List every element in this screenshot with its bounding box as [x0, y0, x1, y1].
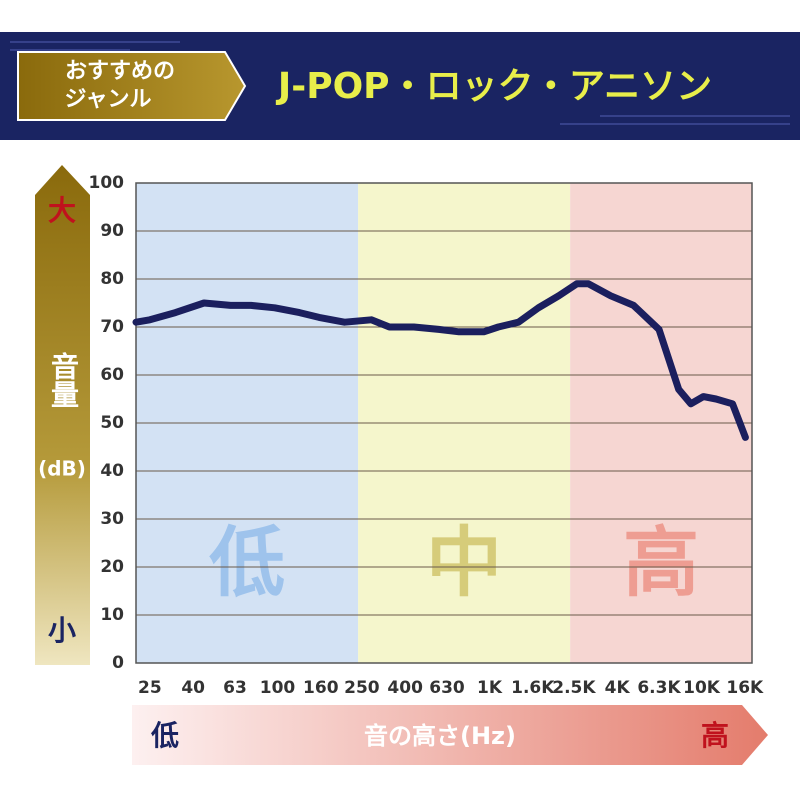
x-tick-label: 10K — [683, 678, 721, 698]
plot-area: 低 中 高 0 10 20 30 40 50 60 70 80 90 100 25 40 63 100 160 250… — [89, 173, 765, 698]
y-tick-label: 60 — [100, 365, 124, 385]
y-high-label: 大 — [48, 194, 76, 227]
x-high-label: 高 — [701, 719, 729, 752]
x-tick-label: 25 — [138, 678, 162, 698]
x-tick-label: 63 — [223, 678, 247, 698]
header-stripes — [10, 41, 790, 125]
badge-line: おすすめの — [65, 59, 175, 84]
x-tick-label: 630 — [429, 678, 465, 698]
x-tick-label: 16K — [726, 678, 764, 698]
x-low-label: 低 — [150, 719, 179, 752]
y-tick-label: 20 — [100, 557, 124, 577]
line — [132, 280, 749, 441]
x-tick-label: 100 — [260, 678, 296, 698]
x-tick-label: 4K — [605, 678, 631, 698]
y-axis-label: 音量 — [47, 351, 80, 408]
y-axis-unit: (dB) — [38, 457, 86, 481]
chart-title: J-POP・ロック・アニソン — [275, 66, 712, 107]
badge-line: ジャンル — [65, 87, 152, 112]
x-axis-label: 音の高さ(Hz) — [364, 722, 516, 750]
x-tick-label: 250 — [344, 678, 380, 698]
plot-border — [135, 182, 753, 664]
y-tick-label: 100 — [89, 173, 125, 193]
y-low-label: 小 — [48, 614, 76, 647]
y-tick-label: 30 — [100, 509, 124, 529]
x-tick-label: 6.3K — [637, 678, 681, 698]
x-tick-label: 40 — [181, 678, 205, 698]
y-tick-label: 80 — [100, 269, 124, 289]
y-tick-label: 40 — [100, 461, 124, 481]
y-tick-label: 0 — [112, 653, 124, 673]
x-tick-label: 160 — [303, 678, 339, 698]
y-tick-label: 50 — [100, 413, 124, 433]
x-tick-label: 1.6K — [511, 678, 555, 698]
y-tick-label: 10 — [100, 605, 124, 625]
x-tick-label: 1K — [477, 678, 503, 698]
x-tick-label: 2.5K — [552, 678, 596, 698]
y-tick-label: 90 — [100, 221, 124, 241]
band-label: 低 — [209, 518, 285, 607]
y-tick-label: 70 — [100, 317, 124, 337]
band-label: 高 — [623, 518, 699, 607]
badge — [17, 51, 247, 121]
band-label: 中 — [426, 518, 502, 607]
y-arrow — [35, 165, 90, 665]
x-tick-label: 400 — [387, 678, 423, 698]
x-arrow — [132, 705, 768, 765]
